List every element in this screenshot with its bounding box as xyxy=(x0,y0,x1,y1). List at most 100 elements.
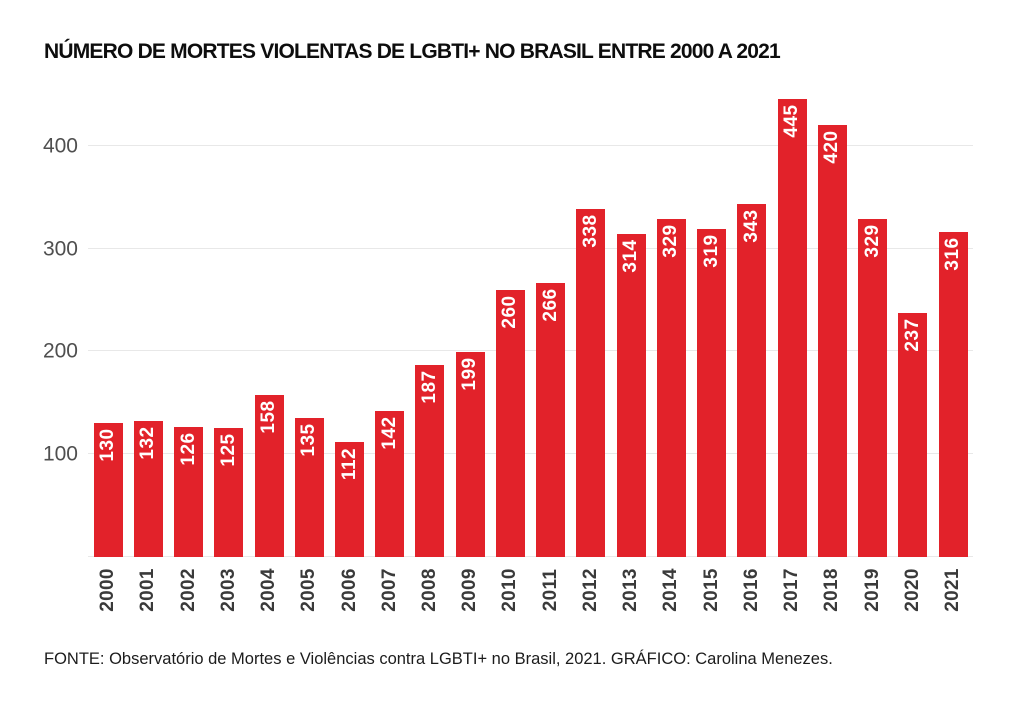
bar-slot: 142 2007 xyxy=(370,84,410,612)
bar-slot: 158 2004 xyxy=(249,84,289,612)
bar-2001: 132 xyxy=(133,421,163,557)
y-axis-tick-label: 200 xyxy=(42,339,78,363)
bar-2002: 126 xyxy=(174,427,204,557)
x-axis-year-label: 2007 xyxy=(378,568,400,612)
x-axis-year-label: 2012 xyxy=(579,568,601,612)
bar-slot: 135 2005 xyxy=(289,84,329,612)
bar-2009: 199 xyxy=(455,352,485,557)
gridline xyxy=(88,350,973,352)
bar-slot: 329 2014 xyxy=(651,84,691,612)
x-axis-year-label: 2003 xyxy=(217,568,239,612)
source-note: FONTE: Observatório de Mortes e Violênci… xyxy=(44,650,833,668)
bar-value-label: 142 xyxy=(378,416,400,450)
bar-slot: 187 2008 xyxy=(410,84,450,612)
bar-2018: 420 xyxy=(817,125,847,557)
y-axis-tick-label: 100 xyxy=(42,442,78,466)
bar-slot: 338 2012 xyxy=(571,84,611,612)
x-axis-year-label: 2006 xyxy=(338,568,360,612)
x-axis-year-label: 2008 xyxy=(418,568,440,612)
bar-2014: 329 xyxy=(656,218,686,557)
x-axis-year-label: 2009 xyxy=(459,568,481,612)
bar-value-label: 126 xyxy=(177,432,199,467)
x-axis-year-label: 2015 xyxy=(700,568,722,612)
y-axis-tick-label: 300 xyxy=(42,237,78,261)
bar-slot: 266 2011 xyxy=(531,84,571,611)
bar-2007: 142 xyxy=(375,411,405,557)
x-axis-year-label: 2004 xyxy=(258,568,280,612)
bar-2003: 125 xyxy=(214,428,244,557)
bar-value-label: 125 xyxy=(217,433,239,468)
bar-slot: 260 2010 xyxy=(490,84,530,612)
bar-value-label: 266 xyxy=(539,288,561,323)
bar-slot: 126 2002 xyxy=(168,84,208,612)
bar-2011: 266 xyxy=(536,283,566,557)
x-axis-year-label: 2001 xyxy=(137,568,159,612)
bar-value-label: 445 xyxy=(781,104,803,139)
x-axis-year-label: 2017 xyxy=(781,568,803,612)
bar-slot: 132 2001 xyxy=(128,84,168,612)
bar-slot: 319 2015 xyxy=(692,84,732,612)
x-axis-year-label: 2005 xyxy=(298,568,320,612)
bar-slot: 130 2000 xyxy=(88,84,128,612)
x-axis-year-label: 2020 xyxy=(901,568,923,612)
y-axis-tick-label: 400 xyxy=(42,134,78,158)
x-axis-year-label: 2019 xyxy=(861,568,883,612)
bar-value-label: 314 xyxy=(620,239,642,273)
bar-2010: 260 xyxy=(495,289,525,557)
bar-slot: 420 2018 xyxy=(812,84,852,612)
x-axis-year-label: 2018 xyxy=(821,568,843,612)
bar-2004: 158 xyxy=(254,394,284,557)
bar-value-label: 329 xyxy=(660,224,682,258)
bar-value-label: 112 xyxy=(338,447,360,480)
bar-value-label: 319 xyxy=(700,234,722,268)
bar-2021: 316 xyxy=(938,232,968,557)
x-axis-year-label: 2002 xyxy=(177,568,199,612)
bar-2000: 130 xyxy=(93,423,123,557)
bar-slot: 199 2009 xyxy=(450,84,490,612)
bar-value-label: 420 xyxy=(821,130,843,164)
bar-slot: 316 2021 xyxy=(933,84,973,612)
bar-slot: 112 2006 xyxy=(329,84,369,612)
bar-value-label: 343 xyxy=(740,209,762,243)
bar-2008: 187 xyxy=(415,364,445,557)
bar-2012: 338 xyxy=(576,209,606,557)
x-axis-year-label: 2016 xyxy=(740,568,762,612)
bar-value-label: 132 xyxy=(137,426,159,460)
bar-2013: 314 xyxy=(616,234,646,557)
bar-2006: 112 xyxy=(335,441,365,557)
bar-value-label: 199 xyxy=(459,357,481,391)
gridline xyxy=(88,144,973,146)
bar-value-label: 237 xyxy=(901,318,923,352)
bar-slot: 329 2019 xyxy=(852,84,892,612)
gridline xyxy=(88,556,973,557)
x-axis-year-label: 2021 xyxy=(942,568,964,612)
x-axis-year-label: 2011 xyxy=(539,568,561,612)
bar-value-label: 135 xyxy=(298,423,320,457)
bar-2016: 343 xyxy=(737,204,767,557)
bar-slot: 445 2017 xyxy=(772,84,812,612)
bar-value-label: 158 xyxy=(258,399,280,434)
bar-value-label: 316 xyxy=(942,237,964,271)
bar-value-label: 338 xyxy=(579,214,601,249)
x-axis-year-label: 2010 xyxy=(499,568,521,612)
bar-value-label: 260 xyxy=(499,295,521,329)
bars-row: 130 2000 132 2001 126 2002 125 2003 158 2004 135 20… xyxy=(88,84,973,612)
chart-title: NÚMERO DE MORTES VIOLENTAS DE LGBTI+ NO … xyxy=(44,40,781,63)
bar-2005: 135 xyxy=(294,418,324,557)
bar-slot: 314 2013 xyxy=(611,84,651,612)
x-axis-year-label: 2013 xyxy=(620,568,642,612)
bar-2019: 329 xyxy=(858,218,888,557)
bar-slot: 237 2020 xyxy=(893,84,933,612)
bar-slot: 343 2016 xyxy=(732,84,772,612)
bar-2020: 237 xyxy=(898,313,928,557)
bar-2017: 445 xyxy=(777,99,807,557)
x-axis-year-label: 2000 xyxy=(97,568,119,612)
x-axis-year-label: 2014 xyxy=(660,568,682,612)
bar-chart: 100 200 300 400 130 2000 132 2001 126 2002 125 2003… xyxy=(43,84,973,612)
bar-value-label: 187 xyxy=(418,370,440,404)
bar-value-label: 329 xyxy=(861,224,883,258)
gridline xyxy=(88,453,973,455)
bar-value-label: 130 xyxy=(97,428,119,462)
gridline xyxy=(88,247,973,249)
